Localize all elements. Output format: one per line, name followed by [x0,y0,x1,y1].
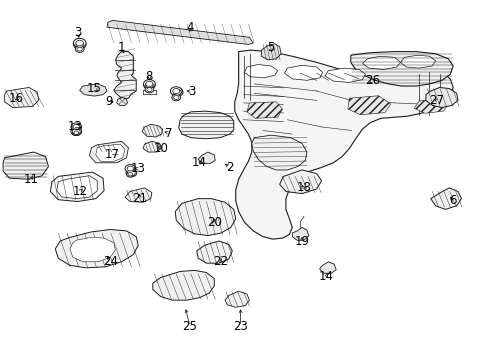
Polygon shape [125,188,152,202]
Polygon shape [244,64,277,78]
Text: 8: 8 [145,70,153,83]
Polygon shape [279,170,321,194]
Polygon shape [178,111,233,139]
Text: 7: 7 [165,127,172,140]
Polygon shape [3,152,48,179]
Polygon shape [261,44,281,60]
Polygon shape [142,125,162,137]
Text: 6: 6 [448,194,456,207]
Text: 13: 13 [130,162,145,175]
Text: 20: 20 [206,216,221,229]
Circle shape [127,170,135,176]
Text: 4: 4 [186,21,193,34]
Text: 26: 26 [364,74,379,87]
Circle shape [173,96,179,99]
Polygon shape [89,141,128,163]
Text: 10: 10 [154,142,169,155]
Circle shape [75,46,84,52]
Text: 19: 19 [294,235,309,248]
Text: 12: 12 [72,185,87,198]
Polygon shape [4,87,39,108]
Polygon shape [114,51,136,98]
Polygon shape [430,188,461,210]
Text: 5: 5 [266,41,273,54]
Circle shape [171,88,183,96]
Circle shape [127,166,133,171]
Polygon shape [153,270,214,300]
Text: 11: 11 [23,173,39,186]
Polygon shape [284,65,322,80]
Polygon shape [198,152,215,164]
Polygon shape [175,199,235,235]
Circle shape [171,94,180,101]
Text: 27: 27 [429,94,444,107]
Circle shape [71,123,81,131]
Polygon shape [350,51,452,86]
Circle shape [126,169,137,177]
Polygon shape [234,50,452,239]
Circle shape [145,82,153,88]
Text: 15: 15 [87,82,102,95]
Text: 14: 14 [318,270,333,283]
Circle shape [74,131,79,134]
Text: 24: 24 [102,255,118,268]
Text: 17: 17 [104,148,119,161]
Circle shape [173,89,181,95]
Circle shape [77,47,82,51]
Circle shape [125,165,136,172]
Text: 25: 25 [182,320,197,333]
Polygon shape [413,98,447,113]
Text: 2: 2 [225,161,233,174]
Text: 3: 3 [188,85,195,98]
Circle shape [143,81,155,89]
Circle shape [71,128,81,135]
Text: 3: 3 [74,26,81,39]
Circle shape [73,125,80,129]
Polygon shape [400,55,435,68]
Polygon shape [80,84,107,96]
Circle shape [170,87,182,95]
Polygon shape [325,68,365,82]
Circle shape [73,39,86,48]
Polygon shape [251,135,306,170]
Polygon shape [196,241,232,263]
Text: 21: 21 [132,192,147,205]
Polygon shape [425,87,457,108]
Polygon shape [292,227,308,240]
Circle shape [76,40,83,46]
Polygon shape [70,237,115,262]
Polygon shape [96,144,125,161]
Circle shape [146,88,152,91]
Text: 16: 16 [9,92,24,105]
Polygon shape [57,176,97,199]
Circle shape [172,89,180,94]
Circle shape [72,130,80,135]
Polygon shape [143,141,161,152]
Circle shape [145,86,154,93]
Text: 13: 13 [67,121,82,134]
Text: 1: 1 [118,41,125,54]
Polygon shape [107,21,253,44]
Circle shape [73,40,86,49]
Polygon shape [362,56,400,69]
Polygon shape [224,291,249,307]
Circle shape [72,129,80,134]
Text: 22: 22 [213,255,228,268]
Text: 9: 9 [105,95,112,108]
Circle shape [76,41,83,47]
Text: 23: 23 [233,320,247,333]
Circle shape [143,80,155,88]
Polygon shape [319,262,335,273]
Circle shape [128,172,132,176]
Circle shape [126,171,134,177]
Polygon shape [50,172,104,202]
Text: 14: 14 [192,156,207,169]
Polygon shape [246,102,282,118]
Text: 18: 18 [296,181,311,194]
Polygon shape [347,96,390,115]
Circle shape [145,81,153,86]
Polygon shape [55,229,138,268]
Polygon shape [117,98,127,105]
